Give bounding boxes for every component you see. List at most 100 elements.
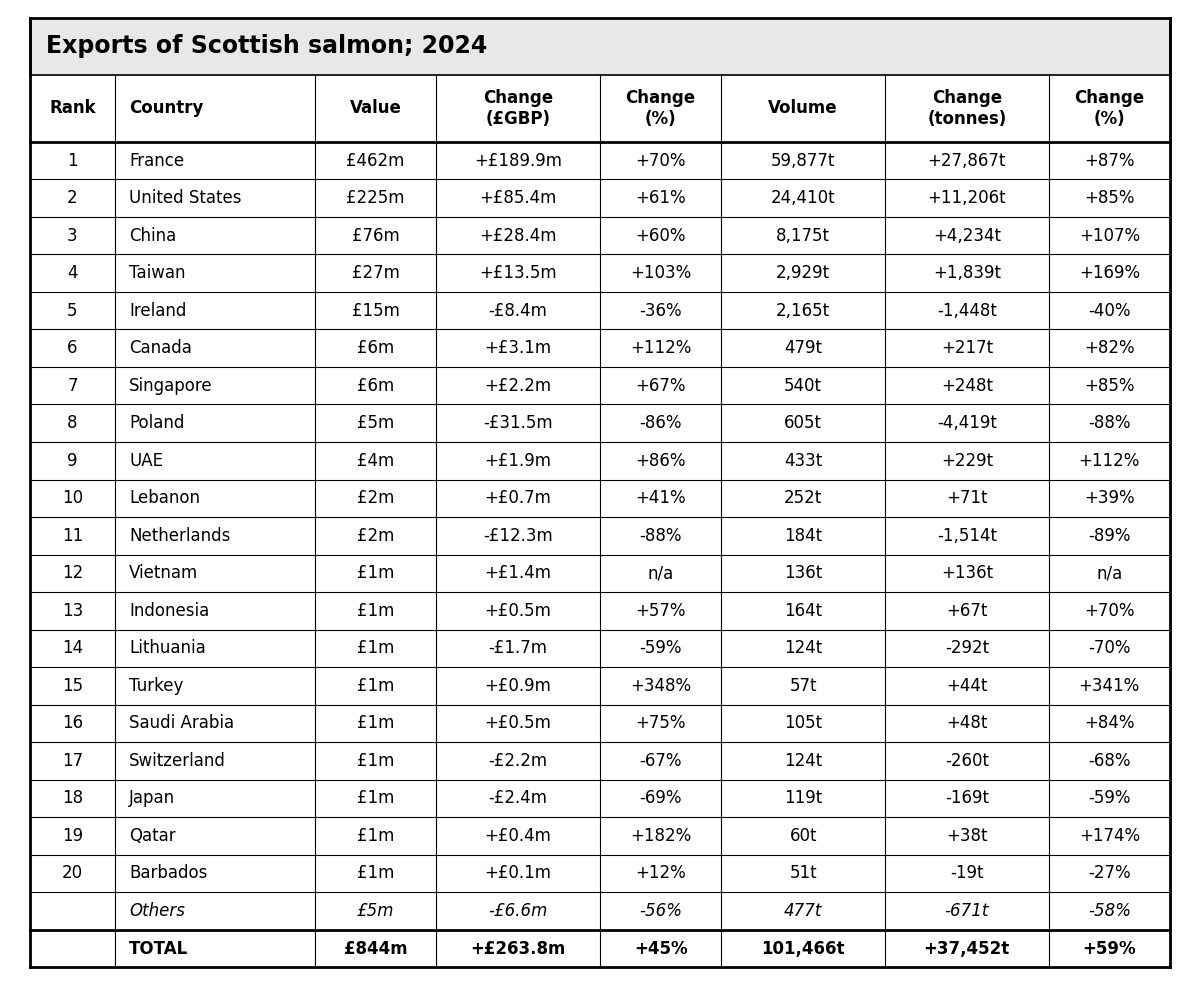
Text: Saudi Arabia: Saudi Arabia	[130, 714, 234, 733]
Text: 51t: 51t	[790, 865, 817, 883]
Text: +£13.5m: +£13.5m	[479, 264, 557, 282]
Text: £1m: £1m	[356, 789, 395, 808]
Text: +£3.1m: +£3.1m	[485, 339, 552, 358]
Text: Value: Value	[349, 99, 402, 117]
Text: +86%: +86%	[635, 452, 686, 470]
Text: £5m: £5m	[358, 415, 395, 432]
Text: -£6.6m: -£6.6m	[488, 902, 548, 920]
Text: 101,466t: 101,466t	[761, 940, 845, 957]
Text: £2m: £2m	[356, 527, 395, 545]
Text: 164t: 164t	[784, 602, 822, 620]
Text: -70%: -70%	[1088, 639, 1130, 657]
Text: -27%: -27%	[1088, 865, 1130, 883]
Text: -£2.4m: -£2.4m	[488, 789, 547, 808]
Text: 18: 18	[62, 789, 83, 808]
Text: +71t: +71t	[946, 490, 988, 507]
Text: +229t: +229t	[941, 452, 992, 470]
Text: France: France	[130, 152, 185, 169]
Text: +57%: +57%	[635, 602, 686, 620]
Text: +112%: +112%	[1079, 452, 1140, 470]
Text: +£1.4m: +£1.4m	[485, 564, 552, 582]
Bar	[30, 142, 1170, 179]
Text: 605t: 605t	[784, 415, 822, 432]
Text: Lithuania: Lithuania	[130, 639, 206, 657]
Text: £4m: £4m	[358, 452, 395, 470]
Bar	[30, 930, 1170, 967]
Bar	[30, 367, 1170, 405]
Text: £1m: £1m	[356, 602, 395, 620]
Text: Canada: Canada	[130, 339, 192, 358]
Text: 124t: 124t	[784, 639, 822, 657]
Text: 10: 10	[62, 490, 83, 507]
Text: +39%: +39%	[1084, 490, 1135, 507]
Text: 119t: 119t	[784, 789, 822, 808]
Text: 8,175t: 8,175t	[776, 227, 830, 244]
Text: £844m: £844m	[344, 940, 408, 957]
Text: +48t: +48t	[946, 714, 988, 733]
Text: +174%: +174%	[1079, 827, 1140, 845]
Text: -36%: -36%	[640, 301, 682, 320]
Text: Netherlands: Netherlands	[130, 527, 230, 545]
Text: 540t: 540t	[784, 376, 822, 395]
Text: +27,867t: +27,867t	[928, 152, 1006, 169]
Text: +£2.2m: +£2.2m	[485, 376, 552, 395]
Text: 184t: 184t	[784, 527, 822, 545]
Text: £1m: £1m	[356, 639, 395, 657]
Bar	[30, 442, 1170, 480]
Text: +61%: +61%	[635, 189, 686, 207]
Text: 9: 9	[67, 452, 78, 470]
Text: Taiwan: Taiwan	[130, 264, 186, 282]
Text: -£2.2m: -£2.2m	[488, 752, 547, 770]
Text: 13: 13	[62, 602, 83, 620]
Bar	[30, 405, 1170, 442]
Text: 11: 11	[62, 527, 83, 545]
Text: +341%: +341%	[1079, 677, 1140, 694]
Text: 3: 3	[67, 227, 78, 244]
Text: 252t: 252t	[784, 490, 822, 507]
Text: Lebanon: Lebanon	[130, 490, 200, 507]
Text: £1m: £1m	[356, 564, 395, 582]
Text: +11,206t: +11,206t	[928, 189, 1006, 207]
Text: 19: 19	[62, 827, 83, 845]
Text: Singapore: Singapore	[130, 376, 212, 395]
Text: -169t: -169t	[944, 789, 989, 808]
Text: Others: Others	[130, 902, 185, 920]
Text: -88%: -88%	[640, 527, 682, 545]
Text: Indonesia: Indonesia	[130, 602, 210, 620]
Text: +87%: +87%	[1084, 152, 1135, 169]
Text: 2,929t: 2,929t	[776, 264, 830, 282]
Text: +85%: +85%	[1084, 376, 1135, 395]
Text: £1m: £1m	[356, 714, 395, 733]
Text: +67%: +67%	[635, 376, 686, 395]
Text: 5: 5	[67, 301, 78, 320]
Text: 16: 16	[62, 714, 83, 733]
Text: +348%: +348%	[630, 677, 691, 694]
Bar	[30, 18, 1170, 75]
Bar	[30, 667, 1170, 704]
Text: Vietnam: Vietnam	[130, 564, 198, 582]
Text: Change
(%): Change (%)	[625, 89, 696, 128]
Text: 477t: 477t	[784, 902, 822, 920]
Text: +82%: +82%	[1084, 339, 1135, 358]
Text: +112%: +112%	[630, 339, 691, 358]
Text: -88%: -88%	[1088, 415, 1130, 432]
Text: 2,165t: 2,165t	[776, 301, 830, 320]
Text: +169%: +169%	[1079, 264, 1140, 282]
Text: 7: 7	[67, 376, 78, 395]
Bar	[30, 742, 1170, 780]
Text: Barbados: Barbados	[130, 865, 208, 883]
Text: 24,410t: 24,410t	[770, 189, 835, 207]
Text: +12%: +12%	[635, 865, 686, 883]
Bar	[30, 517, 1170, 555]
Text: 1: 1	[67, 152, 78, 169]
Bar	[30, 292, 1170, 329]
Text: +217t: +217t	[941, 339, 992, 358]
Text: -£12.3m: -£12.3m	[484, 527, 553, 545]
Text: +£85.4m: +£85.4m	[480, 189, 557, 207]
Text: +1,839t: +1,839t	[932, 264, 1001, 282]
Text: +70%: +70%	[635, 152, 686, 169]
Text: +37,452t: +37,452t	[924, 940, 1010, 957]
Text: Change
(£GBP): Change (£GBP)	[484, 89, 553, 128]
Text: Country: Country	[130, 99, 204, 117]
Text: £6m: £6m	[358, 339, 395, 358]
